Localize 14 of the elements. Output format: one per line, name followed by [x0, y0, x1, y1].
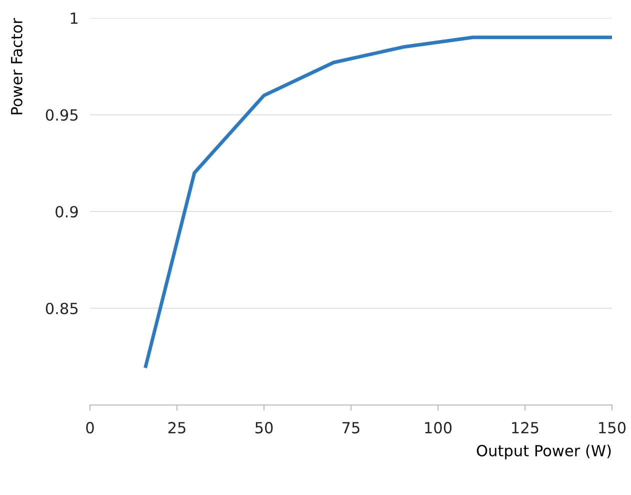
y-tick-label: 0.95 — [46, 109, 78, 121]
x-tick-label: 125 — [512, 422, 538, 434]
x-tick-label: 25 — [168, 422, 186, 434]
y-tick-label: 0.85 — [46, 302, 78, 314]
x-tick-label: 150 — [599, 422, 626, 434]
x-tick-label: 0 — [86, 422, 94, 434]
y-tick-label: 1 — [70, 12, 78, 24]
y-tick-label: 0.9 — [56, 206, 78, 218]
y-axis-title: Power Factor — [11, 18, 22, 114]
x-tick-label: 100 — [425, 422, 452, 434]
line-series — [144, 36, 612, 368]
x-axis-title: Output Power (W) — [476, 444, 611, 460]
x-tick-label: 50 — [255, 422, 273, 434]
x-tick-label: 75 — [342, 422, 360, 434]
